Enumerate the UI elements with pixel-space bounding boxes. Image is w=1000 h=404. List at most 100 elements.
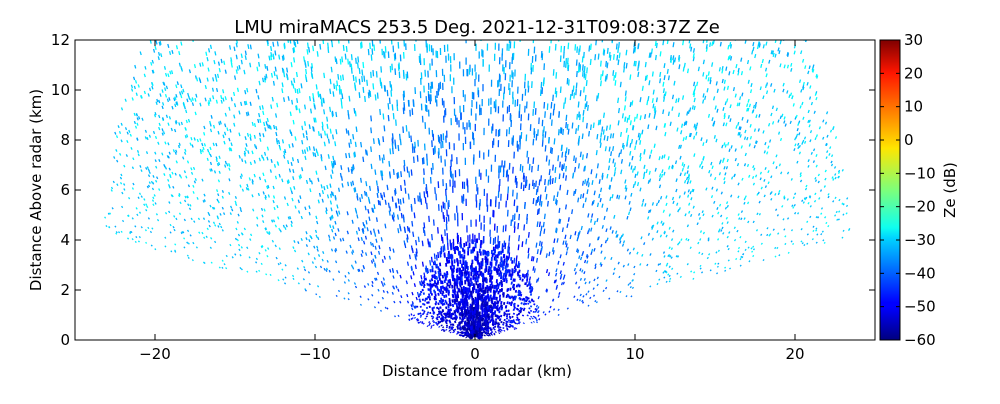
radar-gate <box>363 87 364 93</box>
radar-gate <box>788 53 789 57</box>
radar-gate <box>422 284 423 286</box>
radar-gate <box>246 101 247 105</box>
radar-gate <box>807 82 808 85</box>
radar-gate <box>587 181 588 186</box>
radar-gate <box>339 188 340 192</box>
radar-gate <box>765 142 766 145</box>
radar-gate <box>412 221 413 227</box>
radar-gate <box>574 296 575 298</box>
radar-gate <box>182 34 183 38</box>
radar-gate <box>333 226 334 229</box>
radar-gate <box>404 160 405 166</box>
radar-gate <box>175 129 176 132</box>
radar-gate <box>284 155 285 159</box>
radar-gate <box>682 124 683 128</box>
radar-gate <box>274 220 275 223</box>
radar-gate <box>767 234 768 236</box>
radar-gate <box>811 152 812 155</box>
radar-gate <box>337 213 338 217</box>
radar-gate <box>487 327 488 329</box>
radar-gate <box>514 329 515 330</box>
radar-gate <box>538 310 539 312</box>
radar-gate <box>522 241 523 247</box>
radar-gate <box>147 167 148 169</box>
radar-gate <box>720 204 721 206</box>
radar-gate <box>618 120 619 125</box>
radar-gate <box>150 88 151 91</box>
radar-gate <box>673 197 674 200</box>
radar-gate <box>224 61 225 65</box>
radar-gate <box>282 179 283 182</box>
radar-gate <box>649 80 650 85</box>
radar-gate <box>510 316 511 318</box>
radar-gate <box>799 133 800 136</box>
radar-gate <box>773 53 774 57</box>
radar-gate <box>650 253 651 255</box>
radar-gate <box>638 182 639 186</box>
radar-gate <box>317 249 318 252</box>
radar-gate <box>411 318 412 319</box>
radar-gate <box>194 138 195 141</box>
radar-gate <box>162 89 163 92</box>
radar-gate <box>462 331 463 333</box>
radar-gate <box>115 132 116 135</box>
radar-gate <box>585 260 586 263</box>
radar-gate <box>506 323 507 324</box>
radar-gate <box>598 120 599 125</box>
radar-gate <box>306 69 307 74</box>
radar-gate <box>241 102 242 106</box>
radar-gate <box>670 122 671 126</box>
radar-gate <box>735 149 736 152</box>
radar-gate <box>319 131 320 136</box>
radar-gate <box>618 262 619 264</box>
radar-gate <box>445 317 446 319</box>
radar-gate <box>559 174 560 180</box>
radar-gate <box>649 113 650 118</box>
radar-gate <box>805 141 806 144</box>
radar-gate <box>244 70 245 74</box>
radar-gate <box>613 159 614 164</box>
radar-gate <box>418 237 419 242</box>
radar-gate <box>200 138 201 141</box>
radar-gate <box>500 327 501 328</box>
radar-gate <box>398 315 399 316</box>
radar-gate <box>317 246 318 249</box>
radar-gate <box>621 132 622 137</box>
radar-gate <box>274 81 275 86</box>
radar-gate <box>389 203 390 208</box>
radar-gate <box>598 93 599 99</box>
radar-gate <box>366 252 367 255</box>
radar-gate <box>538 315 539 317</box>
radar-gate <box>199 232 200 234</box>
radar-gate <box>279 140 280 144</box>
radar-gate <box>373 259 374 262</box>
radar-gate <box>355 83 356 89</box>
radar-gate <box>188 161 189 164</box>
radar-gate <box>427 326 428 327</box>
radar-gate <box>355 111 356 117</box>
radar-gate <box>211 129 212 132</box>
radar-gate <box>517 285 518 288</box>
radar-gate <box>245 90 246 94</box>
radar-gate <box>307 136 308 140</box>
radar-gate <box>260 177 261 180</box>
radar-gate <box>562 282 563 285</box>
radar-gate <box>325 131 326 136</box>
radar-gate <box>208 212 209 214</box>
radar-gate <box>543 311 544 313</box>
radar-gate <box>682 162 683 166</box>
radar-gate <box>615 80 616 86</box>
radar-gate <box>699 252 700 254</box>
radar-gate <box>132 167 133 169</box>
radar-gate <box>670 278 671 280</box>
radar-gate <box>408 194 409 200</box>
radar-data-layer <box>105 30 850 340</box>
radar-gate <box>802 200 803 202</box>
radar-gate <box>437 314 438 316</box>
radar-gate <box>162 133 163 136</box>
radar-gate <box>520 312 521 314</box>
radar-gate <box>293 169 294 173</box>
radar-gate <box>351 182 352 187</box>
radar-gate <box>155 112 156 115</box>
radar-gate <box>524 274 525 279</box>
